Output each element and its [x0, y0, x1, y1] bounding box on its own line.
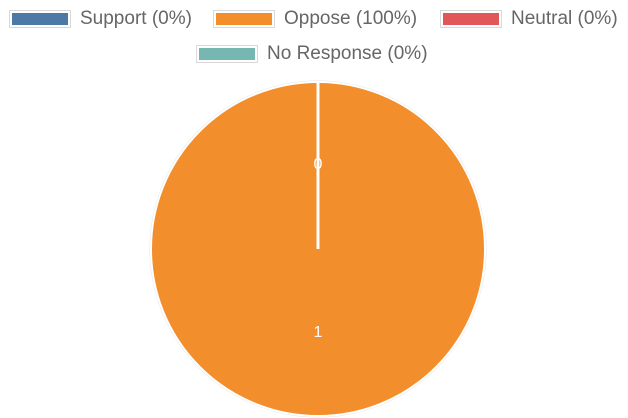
legend-label-support: Support (0%): [80, 8, 192, 29]
legend-item-support[interactable]: Support (0%): [10, 8, 192, 30]
legend-swatch-support: [10, 11, 70, 27]
legend-item-oppose[interactable]: Oppose (100%): [214, 8, 417, 30]
legend-swatch-oppose: [214, 11, 274, 27]
legend-label-no-response: No Response (0%): [267, 43, 428, 64]
legend-item-no-response[interactable]: No Response (0%): [197, 43, 428, 65]
legend-label-oppose: Oppose (100%): [284, 8, 418, 29]
legend-swatch-no-response: [197, 46, 257, 62]
legend-label-neutral: Neutral (0%): [511, 8, 618, 29]
legend-item-neutral[interactable]: Neutral (0%): [441, 8, 618, 30]
legend-swatch-neutral: [441, 11, 501, 27]
data-label-0: 0: [314, 156, 323, 173]
data-label-1: 1: [314, 324, 323, 341]
